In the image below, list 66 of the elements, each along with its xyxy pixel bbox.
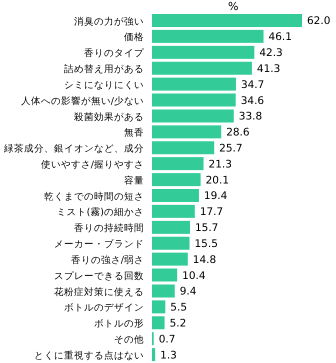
y-tick-label: 消臭の力が強い (74, 15, 144, 28)
y-tick-label: シミになりにくい (64, 80, 144, 91)
y-tick-label: 容量 (124, 174, 144, 186)
bar (152, 173, 201, 186)
bar (152, 220, 190, 234)
data-label: 5.5 (170, 302, 188, 314)
y-tick-label: スプレーできる回数 (54, 270, 144, 282)
y-tick-label: ボトルの形 (94, 318, 144, 330)
data-label: 62.0 (307, 15, 330, 28)
data-label: 46.1 (268, 31, 292, 44)
data-label: 17.7 (200, 206, 224, 218)
bar (152, 204, 195, 218)
y-tick-label: ボトルのデザイン (64, 302, 144, 314)
data-label: 25.7 (219, 142, 243, 154)
bar (152, 157, 204, 170)
y-tick-label: ミスト(霧)の細かさ (56, 206, 144, 218)
bar (152, 268, 178, 282)
bar (152, 252, 188, 266)
bar (152, 141, 214, 154)
bar (152, 30, 264, 43)
y-tick-label: 香りの強さ/弱さ (70, 254, 144, 266)
bar (152, 236, 190, 250)
data-label: 10.4 (182, 270, 206, 282)
y-tick-label: 使いやすさ/握りやすさ (40, 158, 144, 171)
y-tick-label: 香りの持続時間 (74, 222, 144, 234)
y-tick-label: 乾くまでの時間の短さ (44, 190, 144, 202)
data-label: 42.3 (259, 47, 283, 60)
y-tick-label: 詰め替え用がある (64, 63, 144, 76)
bar (152, 14, 302, 27)
data-label: 33.8 (238, 110, 262, 123)
bar (152, 94, 236, 107)
bar (152, 300, 166, 314)
bar (152, 316, 165, 330)
data-label: 15.5 (194, 238, 218, 250)
y-tick-label: 人体への影響が無い/少ない (20, 94, 144, 107)
bar (152, 348, 156, 362)
bar (152, 284, 175, 298)
y-tick-label: 花粉症対策に使える (54, 286, 144, 298)
data-label: 41.3 (256, 62, 280, 75)
data-label: 14.8 (192, 254, 216, 266)
data-label: 9.4 (180, 286, 197, 298)
y-tick-label: とくに重視する点はない (34, 349, 144, 362)
bar (152, 125, 222, 138)
data-label: 21.3 (208, 158, 232, 170)
y-tick-label: その他 (114, 334, 144, 346)
data-label: 0.7 (158, 333, 176, 346)
data-label: 34.6 (240, 94, 264, 107)
data-label: 20.1 (206, 174, 230, 186)
data-label: 5.2 (170, 318, 186, 330)
bar (152, 189, 199, 202)
data-label: 19.4 (204, 190, 228, 202)
y-tick-label: メーカー・ブランド (54, 238, 144, 250)
y-tick-label: 緑茶成分、銀イオンなど、成分 (3, 142, 144, 155)
y-tick-label: 殺菌効果がある (74, 110, 144, 123)
y-tick-label: 無香 (124, 126, 144, 139)
x-axis-title: % (228, 0, 238, 13)
data-label: 1.3 (160, 349, 177, 362)
data-label: 34.7 (240, 78, 264, 91)
bar (152, 46, 254, 59)
data-label: 28.6 (226, 126, 250, 139)
y-tick-label: 価格 (124, 31, 144, 44)
bar (152, 62, 252, 75)
data-label: 15.7 (194, 222, 218, 234)
bar (152, 109, 234, 122)
bar (152, 78, 236, 91)
y-tick-label: 香りのタイプ (84, 47, 145, 60)
